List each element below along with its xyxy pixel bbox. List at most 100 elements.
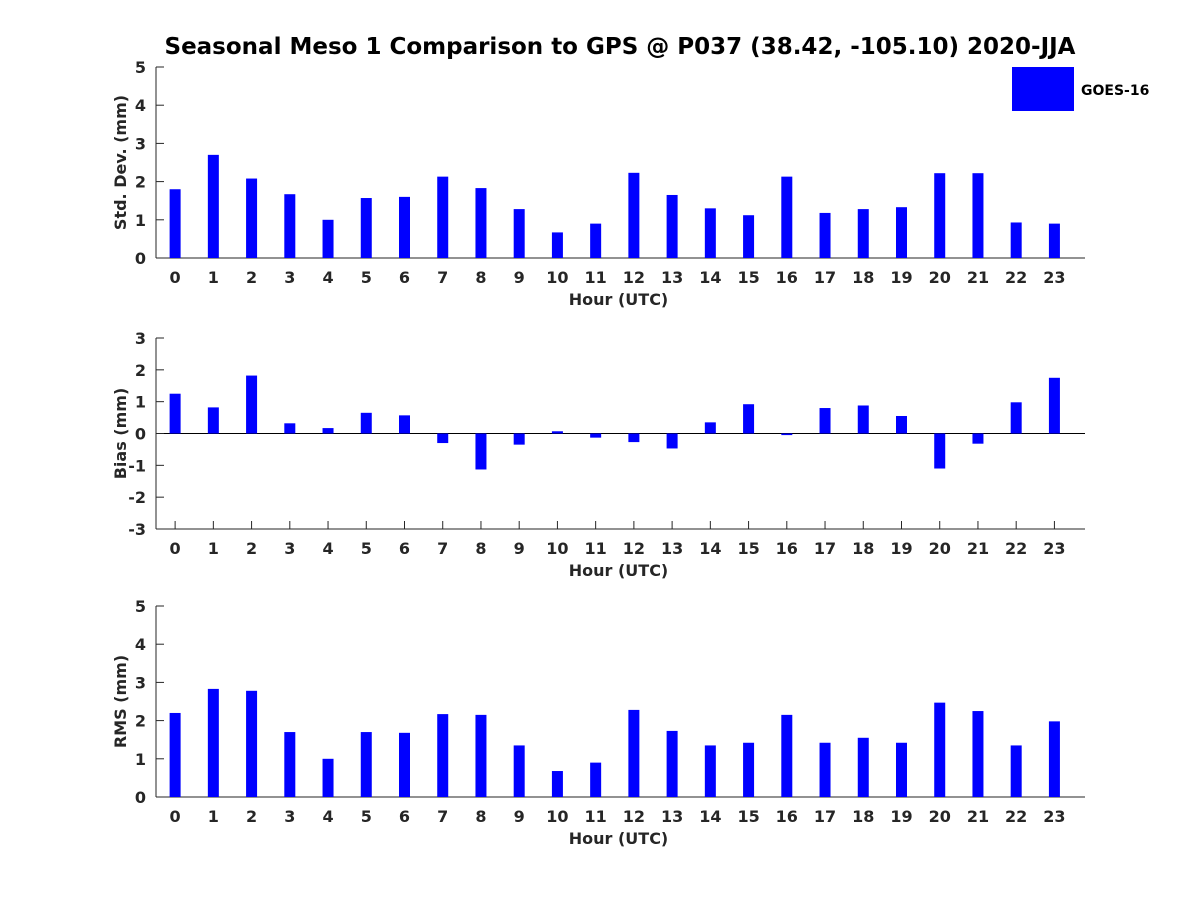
x-tick-label: 0 (170, 268, 181, 287)
x-tick-label: 11 (585, 807, 607, 826)
bar-hour-19 (895, 415, 907, 434)
x-tick-label: 4 (322, 539, 333, 558)
x-tick-label: 12 (623, 268, 645, 287)
bar-hour-18 (857, 209, 869, 258)
x-tick-label: 23 (1043, 268, 1065, 287)
x-tick-label: 16 (776, 807, 798, 826)
bar-hour-2 (246, 375, 258, 434)
y-axis-label: RMS (mm) (111, 655, 130, 748)
bar-hour-19 (895, 742, 907, 797)
bar-hour-23 (1048, 721, 1060, 797)
bar-hour-17 (819, 408, 831, 434)
legend-swatch-goes16 (1012, 67, 1074, 111)
bar-hour-11 (590, 762, 602, 797)
y-tick-label: 2 (135, 712, 146, 731)
y-tick-label: 5 (135, 58, 146, 77)
x-tick-label: 5 (361, 268, 372, 287)
x-tick-label: 10 (546, 268, 568, 287)
bar-hour-8 (475, 188, 487, 258)
x-tick-label: 14 (699, 539, 721, 558)
y-tick-label: -2 (128, 488, 146, 507)
y-tick-label: 3 (135, 673, 146, 692)
y-tick-label: 0 (135, 249, 146, 268)
x-tick-label: 6 (399, 807, 410, 826)
x-axis-label: Hour (UTC) (569, 829, 669, 848)
bar-hour-10 (551, 232, 563, 258)
x-tick-label: 3 (284, 539, 295, 558)
x-tick-label: 20 (929, 807, 951, 826)
x-tick-label: 0 (170, 539, 181, 558)
bar-hour-17 (819, 742, 831, 797)
y-tick-label: 0 (135, 425, 146, 444)
x-tick-label: 7 (437, 807, 448, 826)
x-tick-label: 21 (967, 807, 989, 826)
x-tick-label: 4 (322, 807, 333, 826)
x-tick-label: 18 (852, 807, 874, 826)
x-tick-label: 19 (890, 268, 912, 287)
bar-hour-11 (590, 433, 602, 438)
bar-hour-8 (475, 714, 487, 797)
x-tick-label: 15 (737, 807, 759, 826)
x-tick-label: 9 (514, 539, 525, 558)
x-tick-label: 10 (546, 539, 568, 558)
bar-hour-14 (704, 208, 716, 258)
x-tick-label: 19 (890, 539, 912, 558)
x-tick-label: 8 (475, 807, 486, 826)
bar-hour-3 (284, 732, 296, 797)
legend: GOES-16 (1012, 67, 1149, 111)
bar-hour-12 (628, 172, 640, 258)
x-tick-label: 18 (852, 268, 874, 287)
bar-hour-14 (704, 422, 716, 434)
bar-hour-13 (666, 730, 678, 797)
x-tick-label: 17 (814, 268, 836, 287)
x-tick-label: 7 (437, 268, 448, 287)
x-tick-label: 2 (246, 268, 257, 287)
bar-hour-3 (284, 423, 296, 434)
x-tick-label: 3 (284, 807, 295, 826)
legend-label: GOES-16 (1081, 83, 1149, 99)
bar-hour-12 (628, 709, 640, 797)
bar-hour-18 (857, 405, 869, 434)
y-tick-label: 0 (135, 788, 146, 807)
x-tick-label: 12 (623, 807, 645, 826)
bar-hour-2 (246, 690, 258, 797)
bar-hour-10 (551, 771, 563, 797)
y-tick-label: 1 (135, 393, 146, 412)
bar-hour-7 (437, 433, 449, 444)
x-tick-label: 16 (776, 268, 798, 287)
x-tick-label: 9 (514, 268, 525, 287)
x-tick-label: 13 (661, 807, 683, 826)
bar-hour-1 (207, 407, 219, 434)
bar-hour-13 (666, 194, 678, 258)
x-tick-label: 13 (661, 539, 683, 558)
y-tick-label: 2 (135, 361, 146, 380)
bar-hour-20 (934, 173, 946, 258)
bar-hour-3 (284, 194, 296, 258)
y-tick-label: 3 (135, 329, 146, 348)
bar-hour-6 (398, 732, 410, 797)
bar-hour-21 (972, 711, 984, 797)
x-tick-label: 5 (361, 807, 372, 826)
bar-hour-22 (1010, 222, 1022, 258)
x-tick-label: 1 (208, 539, 219, 558)
x-tick-label: 17 (814, 807, 836, 826)
bar-hour-15 (743, 215, 755, 258)
bar-hour-1 (207, 688, 219, 797)
bar-hour-16 (781, 433, 793, 436)
x-tick-label: 13 (661, 268, 683, 287)
bar-hour-5 (360, 732, 372, 797)
chart-title: Seasonal Meso 1 Comparison to GPS @ P037… (165, 34, 1076, 60)
x-tick-label: 6 (399, 268, 410, 287)
bar-hour-17 (819, 212, 831, 258)
x-tick-label: 14 (699, 807, 721, 826)
y-tick-label: 4 (135, 635, 146, 654)
y-tick-label: 1 (135, 750, 146, 769)
x-tick-label: 20 (929, 268, 951, 287)
y-axis-label: Bias (mm) (111, 388, 130, 480)
x-tick-label: 11 (585, 268, 607, 287)
bar-hour-21 (972, 173, 984, 258)
bar-hour-6 (398, 196, 410, 258)
bar-hour-0 (169, 712, 181, 797)
x-axis-label: Hour (UTC) (569, 561, 669, 580)
